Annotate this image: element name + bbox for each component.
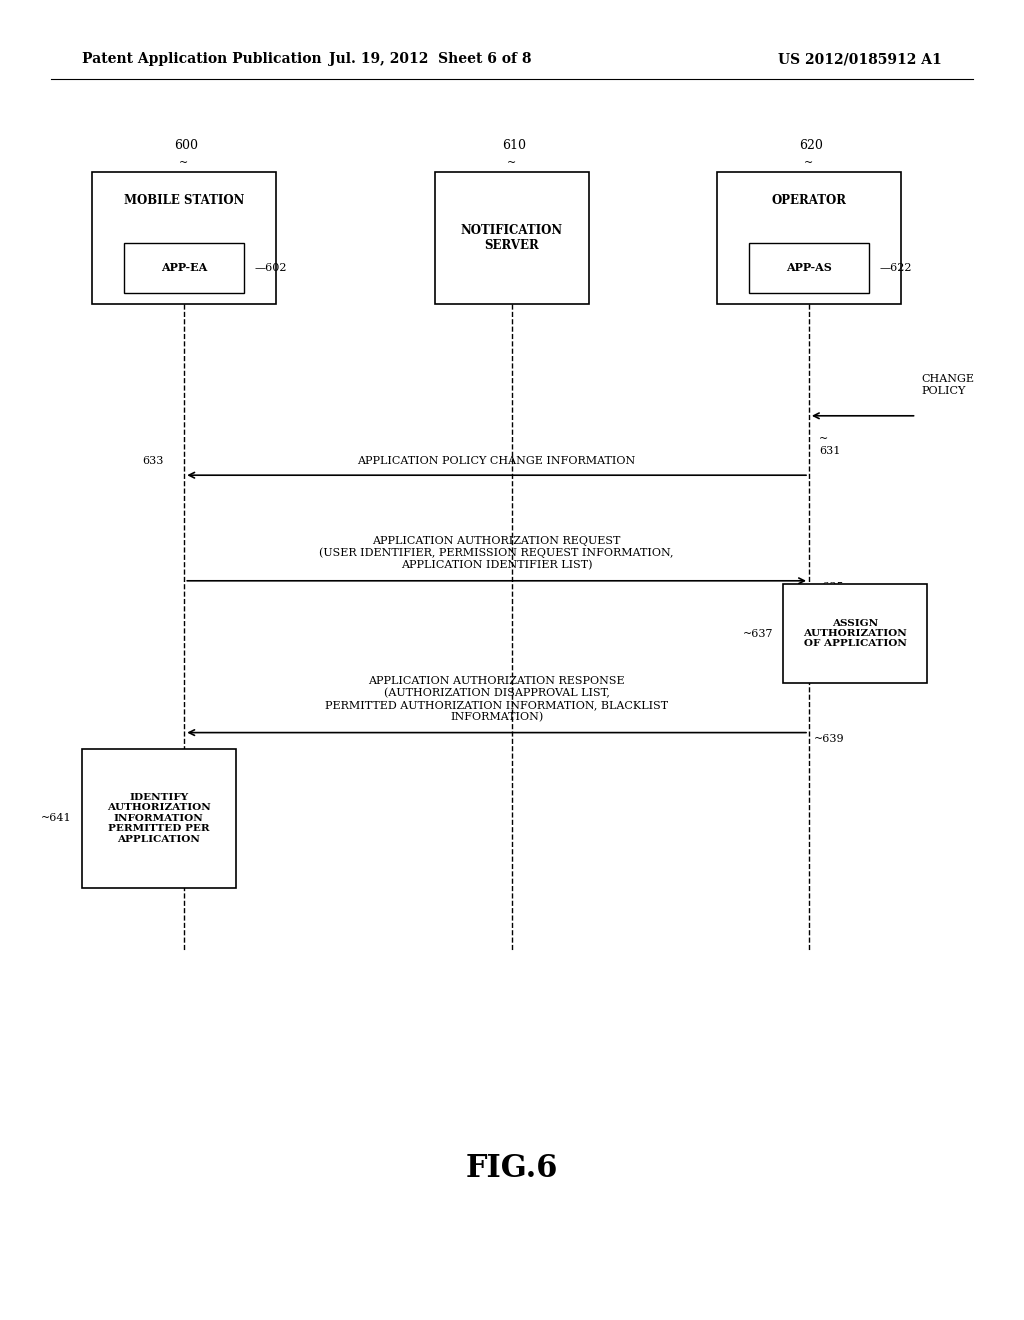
- Text: FIG.6: FIG.6: [466, 1152, 558, 1184]
- Text: APPLICATION AUTHORIZATION RESPONSE
(AUTHORIZATION DISAPPROVAL LIST,
PERMITTED AU: APPLICATION AUTHORIZATION RESPONSE (AUTH…: [325, 676, 669, 722]
- Text: ~637: ~637: [742, 628, 773, 639]
- Text: CHANGE
POLICY: CHANGE POLICY: [922, 375, 975, 396]
- Text: ~635: ~635: [814, 582, 845, 593]
- Text: ASSIGN
AUTHORIZATION
OF APPLICATION: ASSIGN AUTHORIZATION OF APPLICATION: [803, 619, 907, 648]
- Text: ~641: ~641: [41, 813, 72, 824]
- Text: NOTIFICATION
SERVER: NOTIFICATION SERVER: [461, 223, 563, 252]
- FancyBboxPatch shape: [783, 583, 927, 682]
- Text: OPERATOR: OPERATOR: [771, 194, 847, 207]
- Text: 633: 633: [142, 455, 164, 466]
- Text: 620: 620: [799, 139, 822, 152]
- Text: ~639: ~639: [814, 734, 845, 744]
- Text: MOBILE STATION: MOBILE STATION: [124, 194, 245, 207]
- FancyBboxPatch shape: [750, 243, 868, 293]
- FancyBboxPatch shape: [717, 172, 901, 304]
- FancyBboxPatch shape: [125, 243, 244, 293]
- Text: —622: —622: [879, 263, 911, 273]
- FancyBboxPatch shape: [435, 172, 589, 304]
- Text: APPLICATION POLICY CHANGE INFORMATION: APPLICATION POLICY CHANGE INFORMATION: [357, 455, 636, 466]
- Text: 610: 610: [502, 139, 525, 152]
- FancyBboxPatch shape: [92, 172, 276, 304]
- Text: ~
631: ~ 631: [819, 434, 841, 455]
- Text: ~: ~: [507, 157, 516, 168]
- Text: Patent Application Publication: Patent Application Publication: [82, 53, 322, 66]
- Text: APPLICATION AUTHORIZATION REQUEST
(USER IDENTIFIER, PERMISSION REQUEST INFORMATI: APPLICATION AUTHORIZATION REQUEST (USER …: [319, 536, 674, 570]
- Text: 600: 600: [174, 139, 198, 152]
- Text: APP-AS: APP-AS: [786, 263, 831, 273]
- Text: IDENTIFY
AUTHORIZATION
INFORMATION
PERMITTED PER
APPLICATION: IDENTIFY AUTHORIZATION INFORMATION PERMI…: [106, 793, 211, 843]
- Text: Jul. 19, 2012  Sheet 6 of 8: Jul. 19, 2012 Sheet 6 of 8: [329, 53, 531, 66]
- FancyBboxPatch shape: [82, 750, 236, 887]
- Text: ~: ~: [804, 157, 813, 168]
- Text: APP-EA: APP-EA: [161, 263, 208, 273]
- Text: ~: ~: [179, 157, 188, 168]
- Text: US 2012/0185912 A1: US 2012/0185912 A1: [778, 53, 942, 66]
- Text: —602: —602: [254, 263, 287, 273]
